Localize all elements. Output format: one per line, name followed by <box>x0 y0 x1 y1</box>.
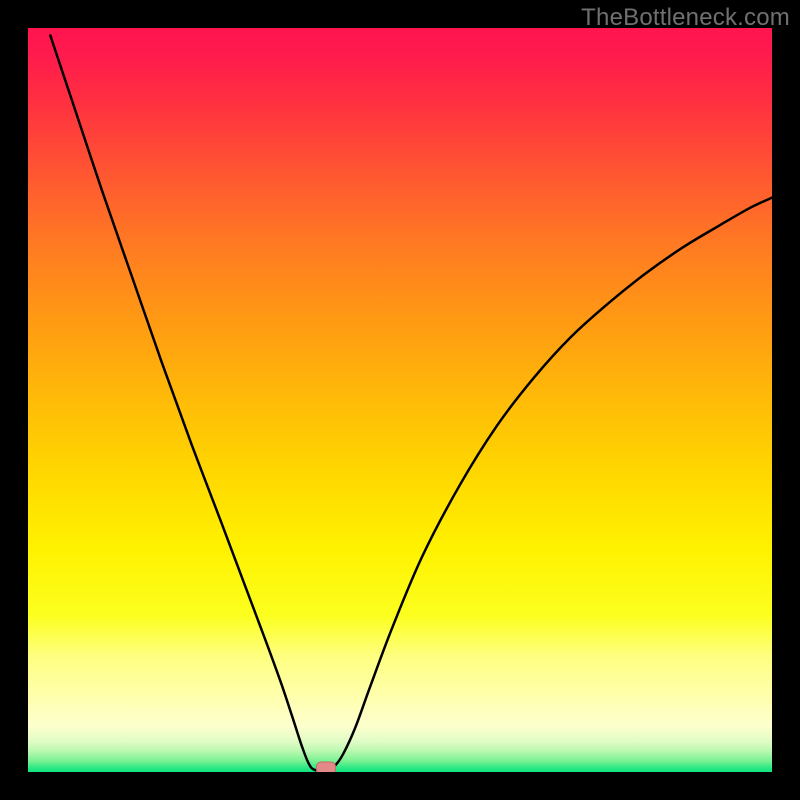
optimal-point-marker <box>316 761 336 772</box>
curve-svg <box>28 28 772 772</box>
watermark-text: TheBottleneck.com <box>581 4 790 32</box>
plot-area <box>28 28 772 772</box>
outer-frame <box>0 0 800 800</box>
bottleneck-curve <box>50 35 772 770</box>
